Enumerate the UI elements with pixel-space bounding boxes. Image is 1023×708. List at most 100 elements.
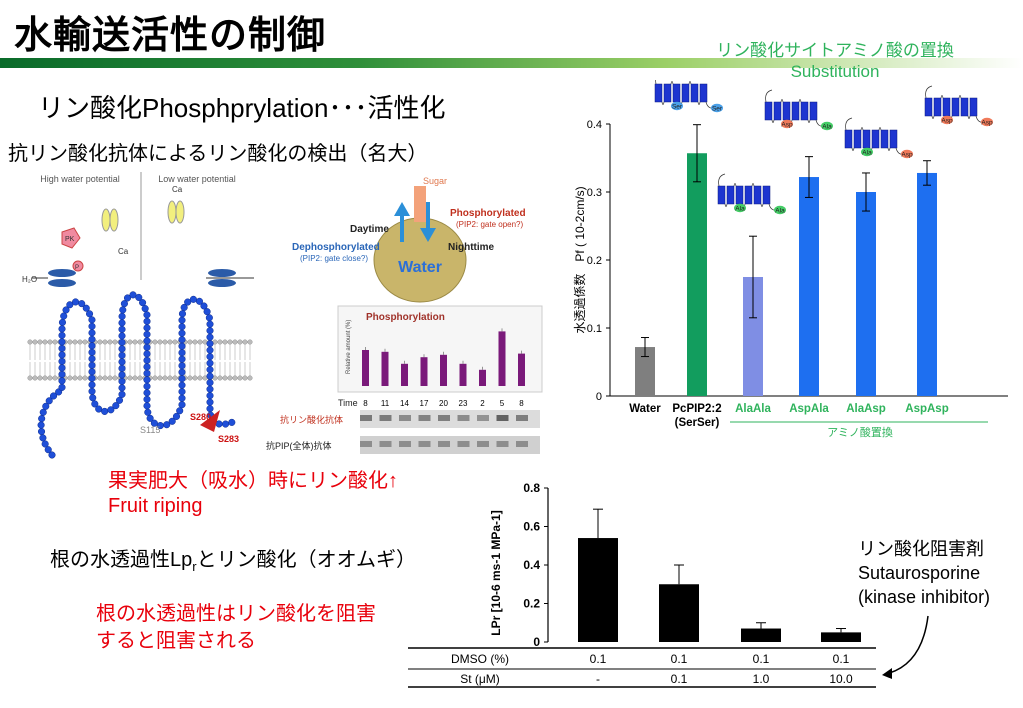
st-row-label: St (μM) [460,672,500,686]
lpr-ytick-label: 0.6 [523,520,540,534]
dmso-cell: 0.1 [671,652,688,666]
phospho-tick-label: 2 [480,399,485,408]
phospho-bar [518,353,525,386]
blot-band-pip [438,441,450,447]
pf-bar [743,277,763,396]
phospho-bar [459,363,467,386]
s115-label: S115 [140,425,160,435]
protein-topology-icon: Ala Asp [844,117,913,159]
phospho-bar [362,350,369,386]
pf-bar [917,172,937,396]
lpr-ytick-label: 0.2 [523,597,540,611]
daytime-label: Daytime [350,224,389,235]
pf-ytick-label: 0.2 [587,255,602,267]
lpr-ytick-label: 0 [533,635,540,649]
site-label: Ser [712,106,723,113]
dmso-row-label: DMSO (%) [451,652,509,666]
phospho-tick-label: 17 [420,399,429,408]
subtitle: リン酸化Phosphprylation･･･活性化 [38,93,446,123]
blot-band-phospho [418,415,431,421]
site-label: Ala [862,150,872,157]
blot-band-pip [457,441,470,447]
site-label: Ser [672,104,683,111]
membrane-diagram: High water potential Low water potential… [22,170,260,462]
lpr-ytick-label: 0.4 [523,558,540,572]
high-water-label: High water potential [40,174,120,184]
blot-band-phospho [496,415,509,421]
blot-band-phospho [360,415,372,421]
pf-category-label: Water [629,403,661,415]
site-label: Ala [822,124,832,131]
phospho-blot-panel: Phosphorylation Relative amount (%) Time… [266,305,543,454]
pf-ytick-label: 0.4 [587,119,602,131]
blot-band-pip [516,441,528,447]
root-permeability-text: 根の水透過性Lprとリン酸化（オオムギ） [50,543,416,574]
s280-label: S280 [190,412,211,422]
pf-ytick-label: 0.3 [587,187,602,199]
dmso-cell: 0.1 [590,652,607,666]
phospho-tick-label: 14 [400,399,409,408]
pf-ytick-label: 0 [596,391,602,403]
protein-topology-icon: Ala Ala [717,173,786,215]
phospho-ticks: 8 11 14 17 20 23 2 5 8 [363,399,524,408]
pf-bar [635,347,655,396]
fruit-line-1: 果実肥大（吸水）時にリン酸化↑ [108,470,398,492]
anti-pip-label: 抗PIP(全体)抗体 [266,440,332,451]
s283-label: S283 [218,434,239,444]
blot-band-phospho [399,415,411,421]
lpr-bar [741,628,781,642]
site-label: Ala [735,206,745,213]
phospho-bar [440,354,447,386]
lpr-bar [578,538,618,642]
pf-bar [856,192,876,396]
blot-band-phospho [457,415,470,421]
phospho-chart-title: Phosphorylation [366,312,445,323]
site-label: Asp [981,120,993,127]
pf-category-label: AlaAsp [846,403,886,415]
blot-band-pip [418,441,431,447]
fruit-line-2: Fruit riping [108,495,203,517]
phosphorylated-note: (PIP2: gate open?) [456,220,523,229]
blot-band-pip [477,441,489,447]
blot-band-pip [496,441,509,447]
dmso-cell: 0.1 [833,652,850,666]
phosphorylated-label: Phosphorylated [450,208,526,219]
substitution-title-line-2: Substitution [790,62,880,81]
blot-band-pip [399,441,411,447]
lpr-bar [659,584,699,642]
time-label: Time [338,398,358,408]
protein-chain [37,291,236,459]
pf-category-label: AspAsp [905,403,948,415]
site-label: Asp [781,122,793,129]
h2o-label: H₂O [22,275,37,284]
phospho-tick-label: 11 [381,399,390,408]
inhibitor-label: リン酸化阻害剤 Sutaurosporine (kinase inhibitor… [858,537,990,609]
pf-ylabel: 水透過係数 Pf ( 10-2cm/s) [572,186,587,333]
substitution-title-line-1: リン酸化サイトアミノ酸の置換 [716,41,954,60]
st-cell: 10.0 [829,672,853,686]
lpr-bar [821,632,861,642]
phospho-bars [362,328,525,386]
sugar-label: Sugar [423,176,447,186]
protein-topology-icon: Asp Ala [764,89,833,131]
inhibitor-line-2: Sutaurosporine [858,563,981,583]
pf-category-label: PcPIP2:2 [672,403,721,415]
pf-bar [687,153,707,396]
low-water-label: Low water potential [158,174,236,184]
title-underline [0,58,1023,68]
phospho-bar [420,357,428,386]
phospho-bar [479,369,486,386]
pf-bar [799,177,819,396]
root-inhibition-text: 根の水透過性はリン酸化を阻害 すると阻害される [96,601,376,655]
phospho-tick-label: 20 [439,399,448,408]
pf-ytick-label: 0.1 [587,323,602,335]
site-label: Asp [941,118,953,125]
inhibitor-line-3: (kinase inhibitor) [858,587,991,607]
pf-group-label: アミノ酸置換 [827,425,893,439]
slide-title: 水輸送活性の制御 [14,15,327,57]
fruit-diagram: Sugar Water Daytime Nighttime Phosphoryl… [292,176,526,303]
st-cell: 1.0 [753,672,770,686]
root-text: 根の水透過性Lp [50,549,193,571]
water-label: Water [398,259,442,276]
pk-label: PK [65,236,75,243]
